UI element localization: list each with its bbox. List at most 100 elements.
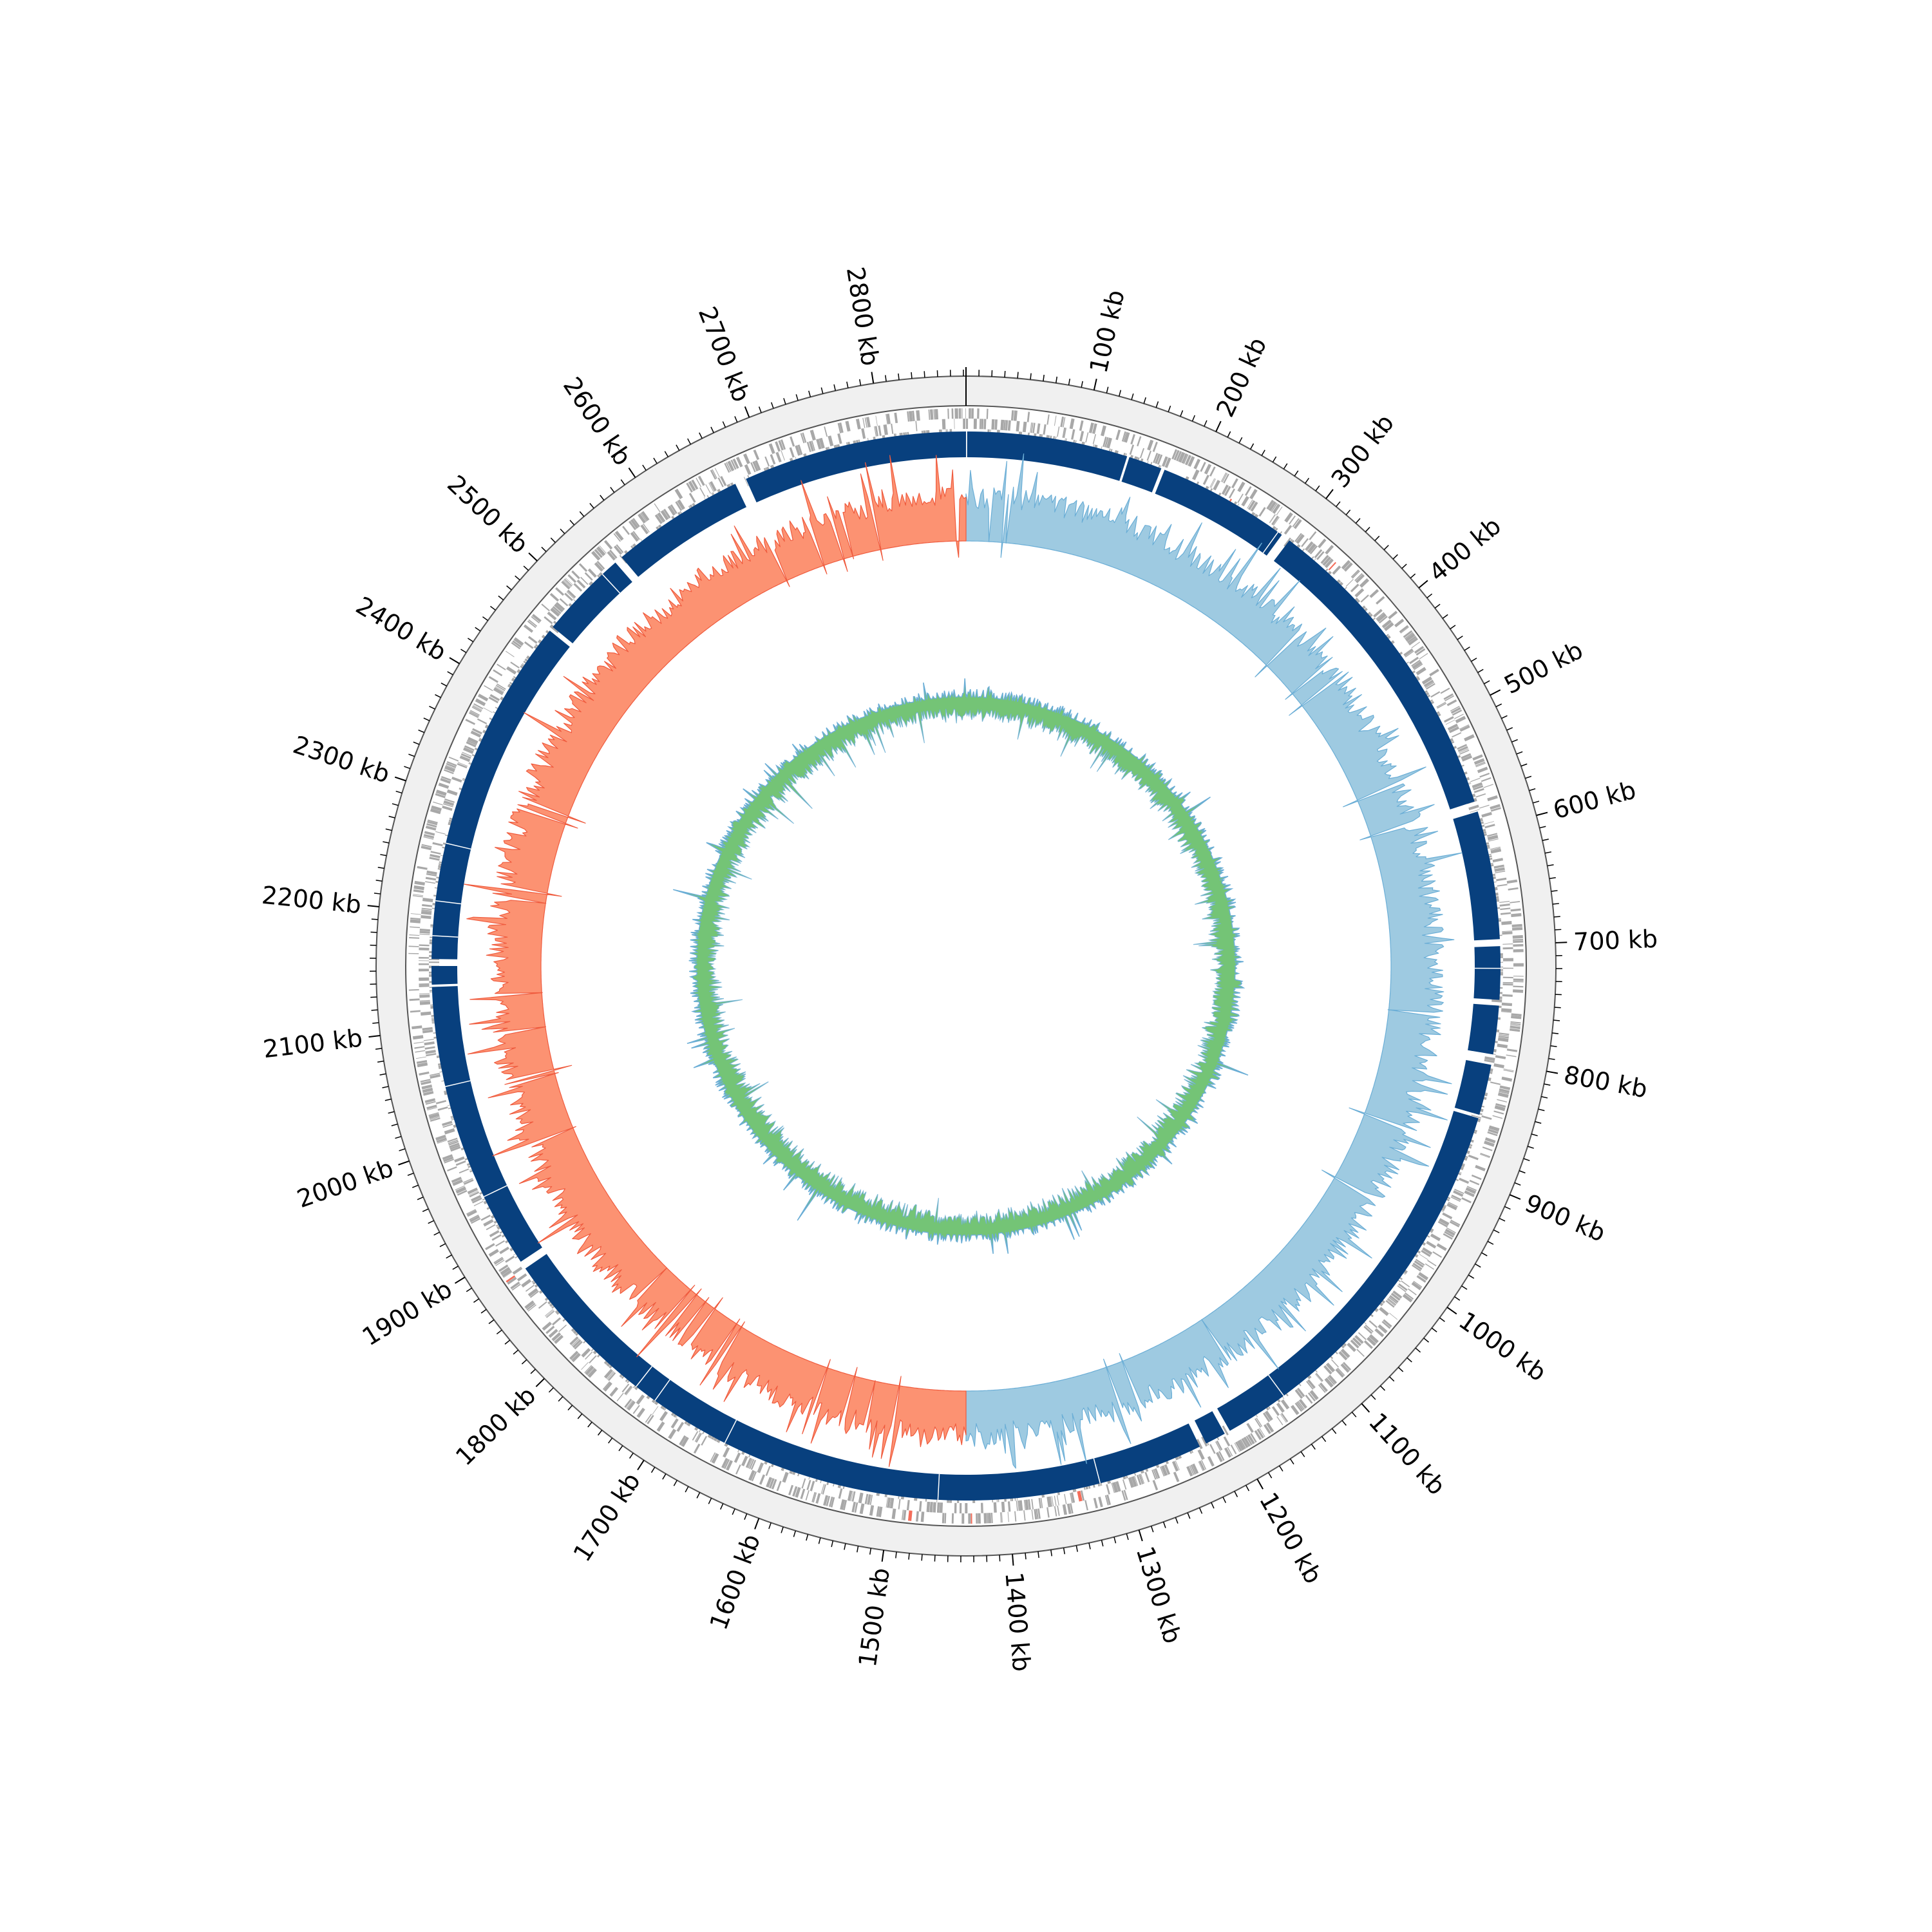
gene-feature — [889, 1497, 895, 1509]
gene-feature — [442, 1154, 453, 1160]
gene-feature — [1411, 659, 1421, 667]
minor-tick — [732, 1508, 735, 1515]
minor-tick — [1180, 410, 1184, 417]
gene-feature — [1171, 1461, 1179, 1472]
gene-feature — [1332, 565, 1341, 575]
gene-feature — [1461, 755, 1473, 762]
minor-tick — [504, 1340, 511, 1345]
minor-tick — [1499, 1218, 1506, 1222]
minor-tick — [1431, 1327, 1437, 1332]
major-tick — [449, 657, 460, 665]
minor-tick — [1481, 1252, 1488, 1256]
gene-feature — [425, 881, 436, 884]
gene-feature — [1447, 723, 1458, 731]
gene-feature — [770, 454, 776, 465]
gene-feature — [410, 1010, 421, 1013]
gene-feature — [1368, 1320, 1378, 1329]
minor-tick — [513, 1349, 519, 1355]
gene-feature — [1413, 1280, 1423, 1288]
gene-feature — [412, 1035, 424, 1040]
gene-feature — [1046, 1507, 1050, 1518]
gene-feature — [409, 934, 420, 936]
gene-feature — [640, 513, 647, 522]
gene-feature — [471, 1197, 482, 1204]
gene-feature — [603, 1368, 613, 1379]
gene-feature — [1501, 1011, 1511, 1013]
major-tick — [1138, 1530, 1143, 1542]
gene-feature — [1294, 1389, 1303, 1399]
gene-feature — [602, 1381, 611, 1390]
minor-tick — [1383, 545, 1389, 551]
gene-feature — [1250, 501, 1258, 512]
gene-feature — [435, 790, 447, 797]
gene-feature — [1436, 1243, 1447, 1251]
minor-tick — [1365, 527, 1370, 533]
gene-feature — [705, 484, 711, 494]
gene-feature — [1256, 1417, 1263, 1427]
gene-feature — [1472, 782, 1483, 789]
gene-feature — [507, 1276, 517, 1285]
gene-feature — [1224, 486, 1231, 497]
gene-feature — [699, 487, 706, 497]
gene-feature — [752, 461, 759, 472]
minor-tick — [1379, 1385, 1386, 1391]
gene-feature — [748, 1458, 753, 1469]
gene-feature — [1508, 887, 1519, 891]
gc-content-outer-line — [672, 678, 1249, 1255]
minor-tick — [423, 717, 430, 721]
gene-feature — [675, 501, 683, 511]
gene-feature — [531, 616, 540, 624]
gene-feature — [1388, 611, 1398, 620]
minor-tick — [1055, 376, 1057, 383]
gene-feature — [726, 1460, 733, 1471]
tick-label: 2300 kb — [290, 730, 393, 788]
tick-label: 1200 kb — [1254, 1488, 1328, 1588]
gene-feature — [1341, 560, 1351, 570]
minor-tick — [548, 1387, 554, 1393]
gene-feature — [422, 1087, 433, 1094]
gene-feature — [421, 909, 432, 912]
gene-feature — [810, 430, 816, 440]
gene-feature — [541, 603, 550, 612]
gene-feature — [750, 462, 756, 473]
gene-feature — [1191, 1463, 1199, 1474]
gene-feature — [436, 1137, 447, 1143]
gene-feature — [1268, 501, 1277, 511]
gene-feature — [488, 676, 498, 683]
gene-feature — [1250, 1433, 1257, 1443]
gene-feature — [1196, 1439, 1203, 1450]
gene-feature — [443, 800, 455, 806]
gene-feature — [581, 1348, 591, 1358]
gene-feature — [1098, 1496, 1103, 1508]
gene-feature — [516, 1273, 527, 1282]
gene-feature — [1484, 824, 1495, 829]
gene-feature — [1084, 1500, 1088, 1511]
gene-feature — [1469, 1180, 1480, 1186]
minor-tick — [1345, 509, 1351, 515]
contig-block — [1121, 457, 1162, 493]
gene-feature — [606, 1371, 614, 1379]
tick-label: 1000 kb — [1454, 1306, 1551, 1387]
gene-feature — [645, 1414, 652, 1423]
gene-feature — [510, 661, 520, 669]
gene-feature — [1273, 516, 1280, 526]
minor-tick — [1175, 1517, 1179, 1524]
minor-tick — [1336, 501, 1341, 507]
gene-feature — [469, 1191, 480, 1198]
gene-feature — [691, 479, 699, 490]
gene-feature — [1271, 515, 1279, 526]
gene-feature — [670, 504, 677, 515]
minor-tick — [1551, 1032, 1559, 1034]
gene-feature — [450, 1146, 461, 1152]
gene-feature — [697, 475, 705, 486]
gene-feature — [493, 1256, 503, 1264]
gene-feature — [1484, 821, 1494, 825]
gene-feature — [1453, 1190, 1464, 1197]
gene-feature — [1054, 1506, 1057, 1517]
gene-feature — [408, 989, 419, 991]
gene-feature — [776, 1481, 782, 1492]
gene-feature — [1122, 1479, 1127, 1490]
gene-feature — [750, 1459, 757, 1470]
gene-feature — [1318, 1384, 1326, 1393]
gene-feature — [754, 460, 761, 471]
